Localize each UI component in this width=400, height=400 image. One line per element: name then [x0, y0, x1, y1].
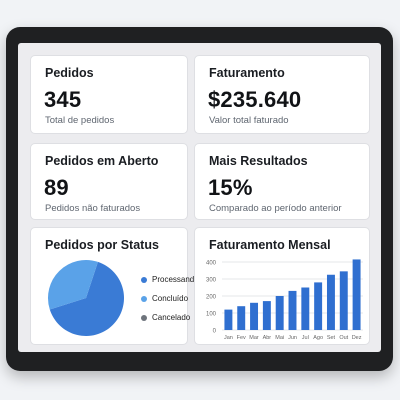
status-chart-title: Pedidos por Status — [45, 238, 159, 252]
bar-jul — [301, 287, 310, 330]
bar-fev — [237, 306, 246, 330]
card-title: Faturamento — [209, 66, 285, 80]
card-value: $235.640 — [208, 87, 302, 112]
x-tick-label: Mai — [275, 335, 284, 341]
card-value: 345 — [44, 87, 82, 112]
monthly-bar-chart: 0 100 200 300 400 Jan Fev Mar Abr Mai Jun Jul Ago Set… — [206, 259, 363, 341]
bar-dez — [352, 259, 361, 330]
x-tick-label: Jun — [288, 335, 297, 341]
card-faturamento[interactable]: Faturamento $235.640 Valor total faturad… — [194, 55, 370, 134]
legend-label: Cancelado — [152, 313, 191, 322]
pie-slice-concluído — [48, 260, 98, 310]
x-tick-label: Jul — [302, 335, 309, 341]
y-tick-label: 300 — [206, 278, 217, 284]
card-value: 15% — [208, 175, 253, 200]
card-subtitle: Total de pedidos — [45, 115, 115, 126]
bar-abr — [262, 301, 271, 330]
x-tick-label: Jan — [224, 335, 233, 341]
card-faturamento-mensal[interactable]: Faturamento Mensal 0 100 200 300 400 Jan Fev Ma… — [194, 227, 370, 345]
legend-item-processando: Processando — [141, 270, 199, 289]
x-tick-label: Mar — [249, 335, 259, 341]
y-tick-label: 200 — [206, 295, 217, 301]
legend-item-concluido: Concluído — [141, 289, 199, 308]
x-tick-label: Ago — [313, 335, 323, 341]
y-tick-label: 0 — [213, 329, 217, 335]
legend-item-cancelado: Cancelado — [141, 308, 199, 327]
legend-dot — [141, 314, 147, 321]
card-title: Pedidos em Aberto — [45, 154, 159, 168]
x-tick-label: Set — [327, 335, 336, 341]
card-subtitle: Pedidos não faturados — [45, 203, 141, 214]
x-tick-label: Abr — [263, 335, 272, 341]
monthly-chart-title: Faturamento Mensal — [209, 238, 331, 252]
x-tick-label: Dez — [352, 335, 362, 341]
bar-jun — [288, 290, 297, 330]
legend-label: Concluído — [152, 294, 189, 303]
bar-jan — [224, 309, 233, 330]
card-mais-resultados[interactable]: Mais Resultados 15% Comparado ao período… — [194, 143, 370, 220]
legend-label: Processando — [152, 275, 199, 284]
legend-dot — [141, 295, 147, 302]
card-pedidos[interactable]: Pedidos 345 Total de pedidos — [30, 55, 188, 134]
bar-set — [326, 274, 335, 330]
card-pedidos-aberto[interactable]: Pedidos em Aberto 89 Pedidos não faturad… — [30, 143, 188, 220]
status-pie-chart — [48, 260, 124, 336]
pie-slice-processando — [49, 261, 124, 336]
bar-ago — [314, 282, 323, 330]
card-value: 89 — [44, 175, 69, 200]
y-tick-label: 100 — [206, 312, 217, 318]
x-tick-label: Out — [339, 335, 348, 341]
card-pedidos-status[interactable]: Pedidos por Status Processando Concluído… — [30, 227, 199, 345]
card-title: Mais Resultados — [209, 154, 308, 168]
bar-mai — [275, 296, 284, 330]
card-title: Pedidos — [45, 66, 94, 80]
card-subtitle: Valor total faturado — [209, 115, 289, 126]
bar-mar — [250, 302, 259, 330]
legend-dot — [141, 276, 147, 283]
card-subtitle: Comparado ao período anterior — [209, 203, 342, 214]
y-tick-label: 400 — [206, 261, 217, 267]
x-tick-label: Fev — [237, 335, 246, 341]
status-legend: Processando Concluído Cancelado — [141, 270, 199, 327]
dashboard-screen: Pedidos 345 Total de pedidos Faturamento… — [18, 43, 381, 352]
bar-out — [339, 271, 348, 330]
